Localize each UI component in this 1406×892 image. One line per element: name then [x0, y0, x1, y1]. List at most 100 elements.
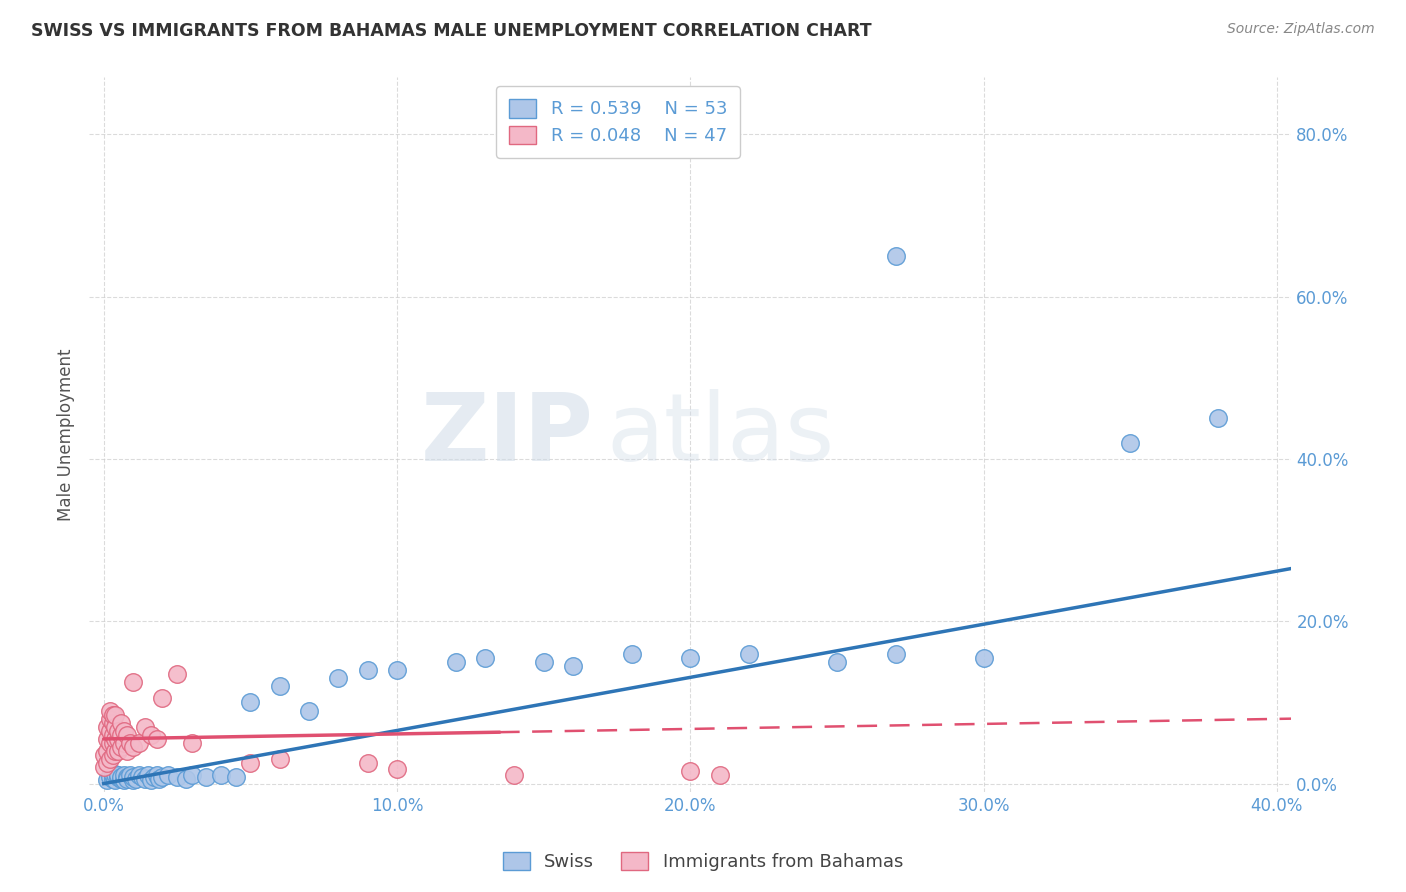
Point — [884, 647, 907, 661]
Point — [328, 671, 350, 685]
Point — [444, 655, 467, 669]
Point — [104, 767, 127, 781]
Y-axis label: Male Unemployment: Male Unemployment — [58, 348, 75, 521]
Point — [104, 744, 127, 758]
Point — [134, 772, 156, 786]
Point — [101, 707, 124, 722]
Point — [98, 752, 121, 766]
Point — [115, 744, 138, 758]
Point — [145, 768, 167, 782]
Point — [98, 736, 121, 750]
Point — [385, 762, 408, 776]
Point — [101, 728, 124, 742]
Point — [107, 731, 129, 746]
Point — [128, 736, 150, 750]
Point — [225, 770, 247, 784]
Point — [101, 772, 124, 786]
Point — [136, 768, 159, 782]
Point — [122, 675, 145, 690]
Point — [709, 768, 731, 782]
Point — [174, 772, 197, 786]
Point — [884, 249, 907, 263]
Point — [122, 772, 145, 787]
Point — [110, 715, 132, 730]
Point — [298, 704, 321, 718]
Point — [98, 770, 121, 784]
Point — [239, 756, 262, 771]
Point — [112, 736, 135, 750]
Point — [1119, 435, 1142, 450]
Point — [98, 723, 121, 738]
Point — [107, 744, 129, 758]
Point — [620, 647, 643, 661]
Point — [357, 756, 380, 771]
Point — [973, 650, 995, 665]
Point — [195, 770, 218, 784]
Point — [131, 770, 153, 784]
Point — [180, 736, 202, 750]
Point — [150, 770, 173, 784]
Point — [104, 731, 127, 746]
Point — [148, 772, 170, 786]
Point — [110, 728, 132, 742]
Point — [112, 723, 135, 738]
Point — [107, 768, 129, 782]
Point — [128, 768, 150, 782]
Point — [107, 723, 129, 738]
Point — [209, 768, 232, 782]
Point — [110, 740, 132, 755]
Point — [139, 772, 162, 787]
Point — [134, 720, 156, 734]
Point — [98, 712, 121, 726]
Point — [357, 663, 380, 677]
Point — [145, 731, 167, 746]
Point — [503, 768, 526, 782]
Point — [96, 744, 118, 758]
Point — [101, 768, 124, 782]
Point — [101, 715, 124, 730]
Point — [112, 768, 135, 782]
Point — [157, 768, 180, 782]
Point — [112, 772, 135, 787]
Point — [269, 752, 291, 766]
Point — [120, 736, 142, 750]
Point — [104, 720, 127, 734]
Point — [150, 691, 173, 706]
Point — [96, 772, 118, 787]
Point — [93, 760, 115, 774]
Point — [104, 772, 127, 787]
Point — [679, 764, 702, 779]
Point — [110, 770, 132, 784]
Point — [96, 720, 118, 734]
Point — [115, 770, 138, 784]
Point — [142, 770, 165, 784]
Point — [125, 772, 148, 786]
Text: Source: ZipAtlas.com: Source: ZipAtlas.com — [1227, 22, 1375, 37]
Point — [180, 768, 202, 782]
Point — [107, 770, 129, 784]
Point — [269, 679, 291, 693]
Text: atlas: atlas — [606, 389, 834, 481]
Point — [93, 748, 115, 763]
Point — [115, 772, 138, 786]
Text: SWISS VS IMMIGRANTS FROM BAHAMAS MALE UNEMPLOYMENT CORRELATION CHART: SWISS VS IMMIGRANTS FROM BAHAMAS MALE UN… — [31, 22, 872, 40]
Point — [101, 736, 124, 750]
Point — [825, 655, 848, 669]
Point — [101, 748, 124, 763]
Text: ZIP: ZIP — [422, 389, 595, 481]
Point — [1206, 411, 1229, 425]
Point — [96, 756, 118, 771]
Legend: Swiss, Immigrants from Bahamas: Swiss, Immigrants from Bahamas — [495, 845, 911, 879]
Point — [98, 704, 121, 718]
Point — [239, 695, 262, 709]
Point — [166, 770, 188, 784]
Point — [122, 770, 145, 784]
Point — [120, 768, 142, 782]
Point — [738, 647, 761, 661]
Point — [96, 731, 118, 746]
Point — [385, 663, 408, 677]
Point — [122, 740, 145, 755]
Point — [115, 728, 138, 742]
Point — [562, 659, 585, 673]
Legend: R = 0.539    N = 53, R = 0.048    N = 47: R = 0.539 N = 53, R = 0.048 N = 47 — [496, 87, 740, 158]
